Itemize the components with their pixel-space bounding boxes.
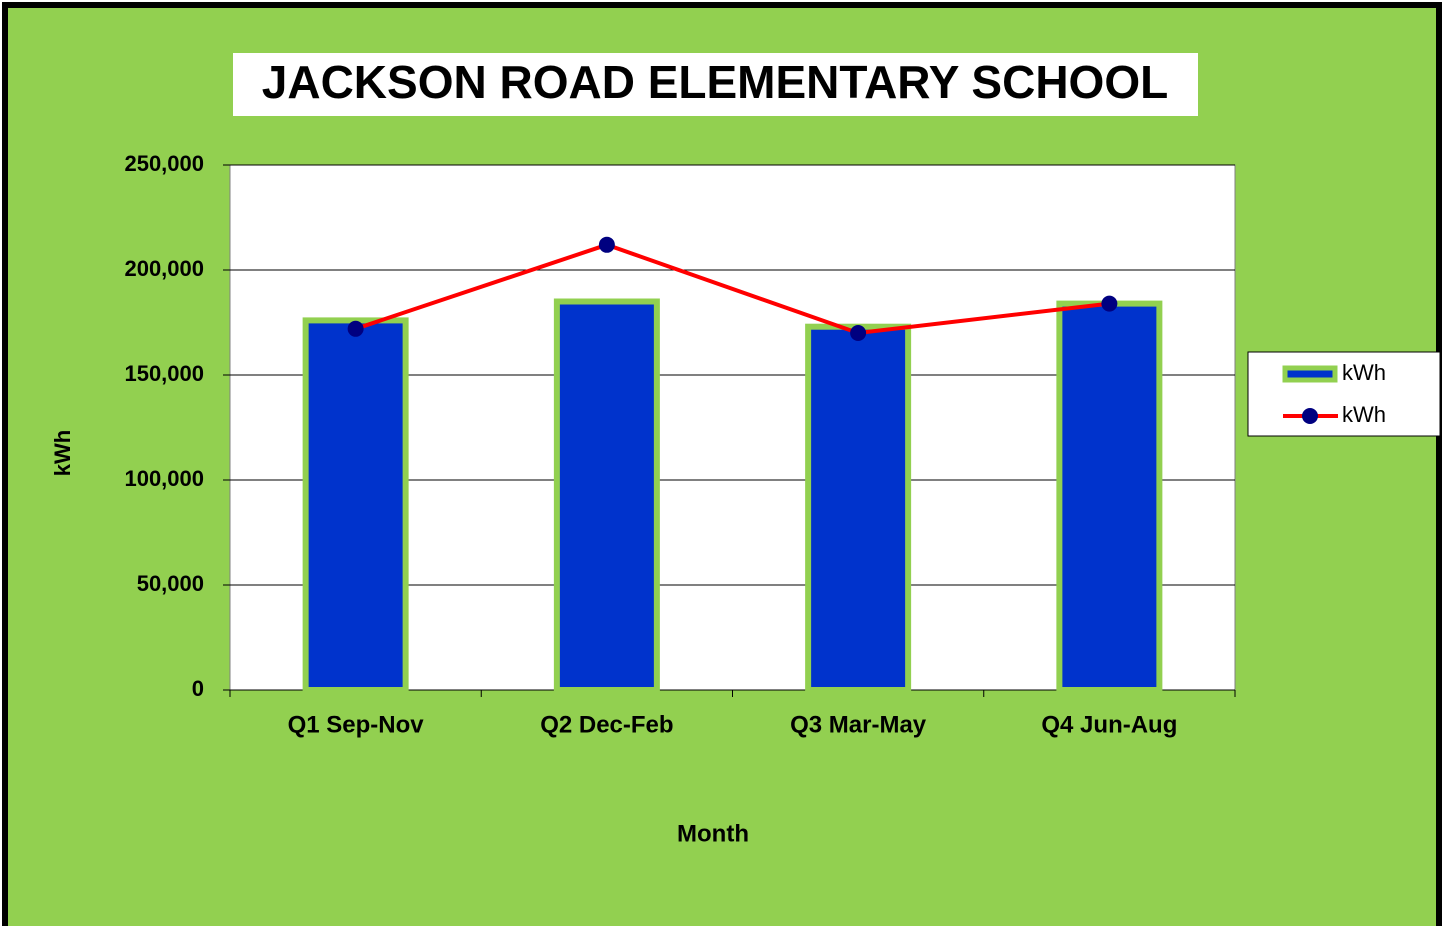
y-axis-label: kWh	[50, 430, 75, 476]
y-tick-label: 100,000	[124, 466, 204, 491]
x-tick-label: Q1 Sep-Nov	[288, 711, 425, 738]
bar	[553, 298, 660, 693]
legend-swatch	[1282, 365, 1338, 383]
title-box	[233, 53, 1198, 116]
bar	[1056, 300, 1163, 693]
legend	[1247, 351, 1441, 437]
bar	[805, 323, 912, 693]
legend-label: kWh	[1342, 402, 1386, 427]
y-tick-label: 0	[192, 676, 204, 701]
y-tick-label: 50,000	[137, 571, 204, 596]
x-tick-label: Q4 Jun-Aug	[1041, 711, 1177, 738]
legend-marker	[1302, 408, 1318, 424]
chart-title: JACKSON ROAD ELEMENTARY SCHOOL	[262, 56, 1168, 108]
x-axis-label: Month	[677, 820, 749, 847]
y-tick-label: 200,000	[124, 256, 204, 281]
y-tick-label: 150,000	[124, 361, 204, 386]
legend-label: kWh	[1342, 360, 1386, 385]
x-tick-label: Q2 Dec-Feb	[540, 711, 673, 738]
y-tick-label: 250,000	[124, 151, 204, 176]
line	[354, 242, 1110, 336]
line-marker	[1101, 295, 1118, 312]
line-marker	[347, 320, 364, 337]
x-tick-label: Q3 Mar-May	[790, 711, 927, 738]
line-marker	[598, 236, 615, 253]
line-marker	[850, 325, 867, 341]
bar	[302, 317, 409, 693]
